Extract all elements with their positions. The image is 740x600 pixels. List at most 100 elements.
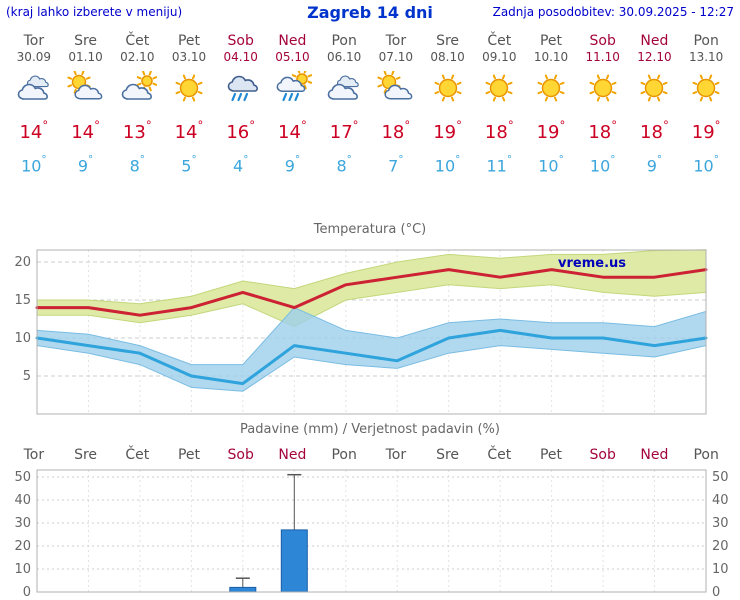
min-temperature: 9° — [284, 154, 301, 176]
day-date: 11.10 — [585, 50, 620, 64]
day-column: Pon 06.10 17° 8° — [318, 33, 370, 178]
max-temperature: 18° — [381, 118, 411, 144]
weather-sunny-icon — [163, 71, 215, 111]
precip-day-labels-row: Tor Sre Čet Pet Sob Ned Pon Tor Sre Čet Pet Sob Ned P… — [0, 447, 740, 464]
svg-text:50: 50 — [14, 470, 31, 485]
svg-text:40: 40 — [712, 493, 729, 508]
day-date: 06.10 — [326, 50, 362, 64]
precip-day-label: Sob — [227, 447, 254, 464]
max-temperature: 19° — [433, 118, 462, 144]
weather-partly-cloudy-icon — [60, 71, 112, 111]
day-name: Sre — [74, 33, 98, 49]
day-date: 13.10 — [688, 50, 724, 64]
min-temperature: 9° — [77, 154, 94, 176]
precip-day-label: Sre — [436, 447, 460, 464]
max-temperature: 13° — [122, 118, 152, 144]
precip-day-label: Tor — [385, 447, 407, 464]
svg-text:10: 10 — [14, 331, 31, 346]
day-name: Pet — [539, 33, 563, 49]
svg-text:20: 20 — [14, 255, 31, 270]
weather-sunny-icon — [473, 71, 525, 111]
day-date: 02.10 — [120, 50, 155, 64]
max-temperature: 14° — [278, 118, 307, 144]
precipitation-chart-title: Padavine (mm) / Verjetnost padavin (%) — [240, 422, 500, 438]
day-column: Sob 11.10 18° 10° — [577, 33, 629, 178]
day-column: Ned 12.10 18° 9° — [629, 33, 681, 178]
min-temperature: 8° — [129, 154, 145, 176]
max-temperature: 18° — [640, 118, 669, 144]
day-name: Čet — [125, 33, 150, 49]
day-name: Pon — [693, 33, 719, 49]
min-temperature: 10° — [538, 154, 564, 176]
day-name: Pon — [331, 33, 357, 49]
weather-mostly-cloudy-icon — [111, 71, 163, 111]
day-date: 09.10 — [482, 50, 517, 64]
svg-text:0: 0 — [23, 585, 31, 598]
max-temperature: 14° — [174, 118, 204, 144]
max-temperature: 19° — [691, 118, 721, 144]
day-date: 05.10 — [275, 50, 310, 64]
day-name: Ned — [640, 33, 669, 49]
min-temperature: 5° — [181, 154, 197, 176]
day-date: 12.10 — [637, 50, 672, 64]
precip-day-label: Sob — [589, 447, 616, 464]
day-column: Pet 10.10 19° 10° — [525, 33, 577, 178]
weather-sunny-icon — [629, 71, 681, 111]
precip-day-label: Pon — [693, 447, 719, 464]
day-name: Tor — [385, 33, 407, 49]
min-temperature: 11° — [486, 154, 513, 176]
weather-sunny-icon — [422, 71, 474, 111]
max-temperature: 19° — [536, 118, 566, 144]
max-temperature: 16° — [226, 118, 256, 144]
weather-sunny-icon — [680, 71, 732, 111]
day-column: Tor 07.10 18° 7° — [370, 33, 422, 178]
svg-text:10: 10 — [712, 562, 729, 577]
precip-day-label: Čet — [487, 447, 512, 464]
min-temperature: 10° — [693, 154, 719, 176]
day-date: 08.10 — [430, 50, 465, 64]
weather-cloudy-icon — [318, 71, 370, 111]
watermark: vreme.us — [558, 256, 626, 272]
day-column: Sre 01.10 14° 9° — [60, 33, 112, 178]
precip-day-label: Pon — [331, 447, 357, 464]
day-name: Pet — [177, 33, 201, 49]
svg-text:15: 15 — [14, 293, 31, 308]
temperature-chart-area: 5 10 15 20 vreme.us — [0, 244, 740, 420]
min-temperature: 9° — [646, 154, 663, 176]
max-temperature: 17° — [329, 118, 359, 144]
temperature-chart-title: Temperatura (°C) — [313, 222, 427, 238]
min-temperature: 10° — [589, 154, 616, 176]
weather-partly-cloudy-icon — [370, 71, 422, 111]
weather-rain-icon — [215, 71, 267, 111]
min-temperature: 10° — [21, 154, 47, 176]
min-temperature: 10° — [434, 154, 461, 176]
precip-day-label: Sre — [74, 447, 98, 464]
day-column: Pon 13.10 19° 10° — [680, 33, 732, 178]
max-temperature: 14° — [71, 118, 100, 144]
day-name: Tor — [23, 33, 45, 49]
day-name: Sre — [436, 33, 460, 49]
temperature-chart: 5 10 15 20 — [14, 249, 708, 415]
min-temperature: 8° — [336, 154, 352, 176]
weather-sunny-icon — [525, 71, 577, 111]
menu-note: (kraj lahko izberete v meniju) — [6, 5, 183, 19]
day-date: 10.10 — [533, 50, 569, 64]
max-temperature: 14° — [19, 118, 49, 144]
page-title: Zagreb 14 dni — [307, 3, 433, 22]
last-update-timestamp: Zadnja posodobitev: 30.09.2025 - 12:27 — [492, 5, 734, 19]
day-date: 07.10 — [378, 50, 414, 64]
day-column: Ned 05.10 14° 9° — [267, 33, 319, 178]
svg-text:5: 5 — [23, 369, 31, 384]
day-date: 04.10 — [223, 50, 258, 64]
day-date: 01.10 — [68, 50, 103, 64]
forecast-days-row: Tor 30.09 14° 10° Sre 01.10 14° 9° Čet 02.10 13° 8°… — [0, 25, 740, 178]
min-temperature: 7° — [388, 154, 404, 176]
weather-sunny-icon — [577, 71, 629, 111]
svg-text:10: 10 — [14, 562, 31, 577]
min-temperature: 4° — [233, 154, 249, 176]
weather-cloudy-icon — [8, 71, 60, 111]
precip-day-label: Tor — [23, 447, 45, 464]
day-column: Pet 03.10 14° 5° — [163, 33, 215, 178]
day-name: Ned — [278, 33, 307, 49]
